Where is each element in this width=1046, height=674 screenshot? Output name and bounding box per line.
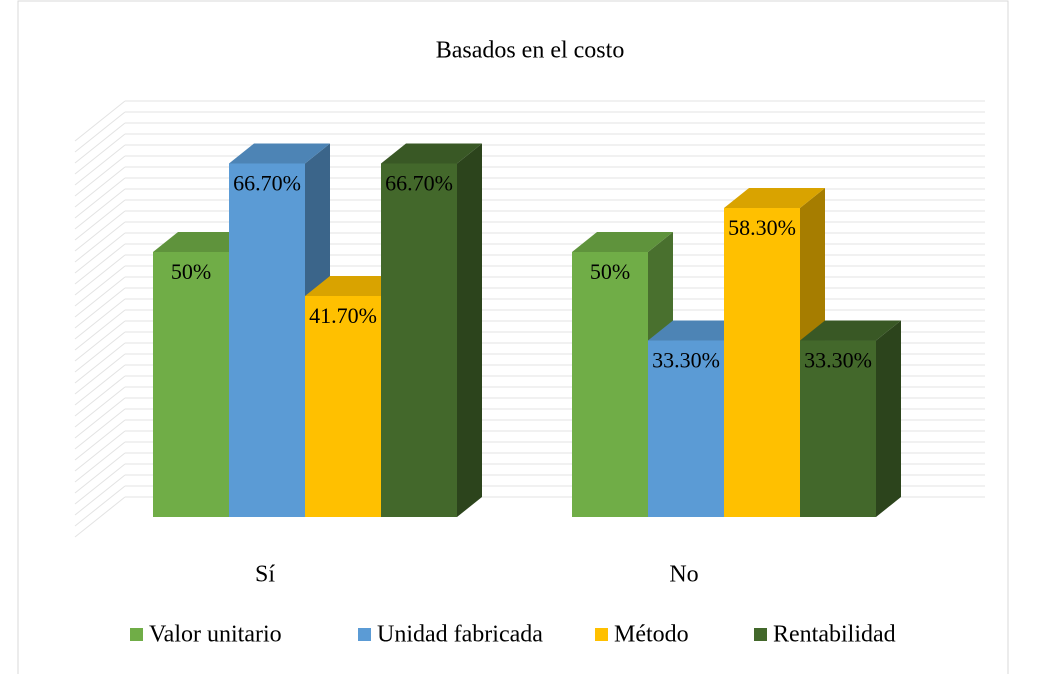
wall-line bbox=[74, 441, 126, 483]
wall-line bbox=[74, 309, 126, 351]
bar-top bbox=[305, 275, 406, 296]
wall-line bbox=[74, 364, 126, 406]
wall-line bbox=[74, 397, 126, 439]
wall-line bbox=[74, 287, 126, 329]
wall-line bbox=[74, 122, 126, 164]
wall-line bbox=[74, 485, 126, 527]
wall-line bbox=[74, 452, 126, 494]
bar-top bbox=[648, 320, 749, 341]
wall-line bbox=[74, 221, 126, 263]
bar bbox=[381, 163, 457, 518]
bar-top bbox=[572, 232, 673, 252]
legend-swatch bbox=[595, 628, 608, 641]
wall-line bbox=[74, 353, 126, 395]
wall-line bbox=[74, 243, 126, 285]
legend-label: Unidad fabricada bbox=[377, 622, 543, 648]
bar bbox=[648, 340, 724, 517]
data-label: 66.70% bbox=[385, 171, 453, 196]
chart-title: Basados en el costo bbox=[436, 38, 625, 64]
data-label: 33.30% bbox=[652, 348, 720, 373]
data-label: 66.70% bbox=[233, 171, 301, 196]
wall-line bbox=[74, 155, 126, 197]
legend-swatch bbox=[130, 628, 143, 641]
x-tick-label: Sí bbox=[255, 562, 275, 588]
x-tick-label: No bbox=[669, 562, 698, 588]
bar bbox=[229, 163, 305, 518]
legend-label: Valor unitario bbox=[149, 622, 282, 648]
legend-label: Método bbox=[614, 622, 689, 648]
bar bbox=[572, 252, 648, 517]
bar-top bbox=[229, 143, 330, 164]
wall-line bbox=[74, 199, 126, 241]
wall-line bbox=[74, 276, 126, 318]
wall-line bbox=[74, 265, 126, 307]
wall-line bbox=[74, 100, 126, 142]
bar-side bbox=[876, 320, 901, 517]
wall-line bbox=[74, 133, 126, 175]
wall-line bbox=[74, 166, 126, 208]
bar bbox=[724, 208, 800, 517]
wall-line bbox=[74, 177, 126, 219]
data-label: 50% bbox=[590, 259, 630, 284]
wall-line bbox=[74, 419, 126, 461]
wall-line bbox=[74, 408, 126, 450]
data-label: 33.30% bbox=[804, 348, 872, 373]
wall-line bbox=[74, 463, 126, 505]
bar-top bbox=[153, 232, 254, 252]
wall-line bbox=[74, 320, 126, 362]
wall-line bbox=[74, 210, 126, 252]
wall-line bbox=[74, 232, 126, 274]
wall-line bbox=[74, 375, 126, 417]
wall-line bbox=[74, 144, 126, 186]
bar bbox=[800, 340, 876, 517]
bar-side bbox=[457, 143, 482, 518]
bar-top bbox=[800, 320, 901, 341]
data-label: 50% bbox=[171, 259, 211, 284]
bar-top bbox=[724, 188, 825, 209]
legend-swatch bbox=[754, 628, 767, 641]
bar-top bbox=[381, 143, 482, 164]
wall-line bbox=[74, 111, 126, 153]
wall-line bbox=[74, 188, 126, 230]
data-label: 58.30% bbox=[728, 215, 796, 240]
wall-line bbox=[74, 430, 126, 472]
wall-line bbox=[74, 254, 126, 296]
wall-line bbox=[74, 342, 126, 384]
wall-line bbox=[74, 474, 126, 516]
wall-line bbox=[74, 331, 126, 373]
legend-label: Rentabilidad bbox=[773, 622, 896, 648]
legend-swatch bbox=[358, 628, 371, 641]
wall-line bbox=[74, 298, 126, 340]
bar bbox=[153, 252, 229, 517]
wall-line bbox=[74, 496, 126, 538]
bar bbox=[305, 295, 381, 517]
data-label: 41.70% bbox=[309, 303, 377, 328]
wall-line bbox=[74, 386, 126, 428]
